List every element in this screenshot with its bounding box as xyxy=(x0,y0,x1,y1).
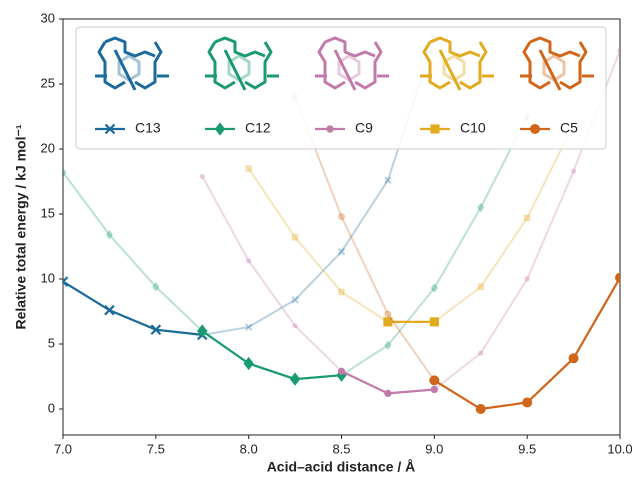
marker xyxy=(431,125,439,133)
marker xyxy=(616,273,625,282)
marker xyxy=(531,125,540,134)
marker xyxy=(479,351,483,355)
x-tick-label: 9.0 xyxy=(425,441,443,456)
marker xyxy=(571,169,575,173)
marker xyxy=(476,405,485,414)
y-tick-label: 0 xyxy=(48,400,55,415)
x-tick-label: 7.0 xyxy=(54,441,72,456)
marker xyxy=(200,174,204,178)
legend-label: C9 xyxy=(355,120,373,136)
legend-label: C10 xyxy=(460,120,486,136)
marker xyxy=(385,311,391,317)
marker xyxy=(246,166,251,171)
marker xyxy=(247,259,251,263)
marker xyxy=(524,215,529,220)
y-tick-label: 30 xyxy=(41,10,55,25)
legend-label: C12 xyxy=(245,120,271,136)
marker xyxy=(339,289,344,294)
x-tick-label: 8.0 xyxy=(240,441,258,456)
marker xyxy=(523,398,532,407)
marker xyxy=(430,318,438,326)
marker xyxy=(569,354,578,363)
x-axis-label: Acid–acid distance / Å xyxy=(267,459,416,475)
marker xyxy=(385,390,391,396)
y-axis-label: Relative total energy / kJ mol⁻¹ xyxy=(13,124,29,329)
x-tick-label: 9.5 xyxy=(518,441,536,456)
y-tick-label: 15 xyxy=(41,205,55,220)
marker xyxy=(293,324,297,328)
marker xyxy=(525,277,529,281)
x-tick-label: 10.0 xyxy=(607,441,632,456)
marker xyxy=(327,126,333,132)
marker xyxy=(292,235,297,240)
marker xyxy=(339,214,345,220)
y-tick-label: 10 xyxy=(41,270,55,285)
marker xyxy=(478,284,483,289)
y-tick-label: 25 xyxy=(41,75,55,90)
x-tick-label: 7.5 xyxy=(147,441,165,456)
x-tick-label: 8.5 xyxy=(332,441,350,456)
marker xyxy=(431,386,437,392)
y-tick-label: 20 xyxy=(41,140,55,155)
marker xyxy=(338,368,344,374)
marker xyxy=(618,48,622,52)
marker xyxy=(430,376,439,385)
y-tick-label: 5 xyxy=(48,335,55,350)
legend-label: C13 xyxy=(135,120,161,136)
chart: C13 C12 C9 C10 C5 Acid–acid distance / Å Rel… xyxy=(0,0,638,481)
legend-label: C5 xyxy=(560,120,578,136)
